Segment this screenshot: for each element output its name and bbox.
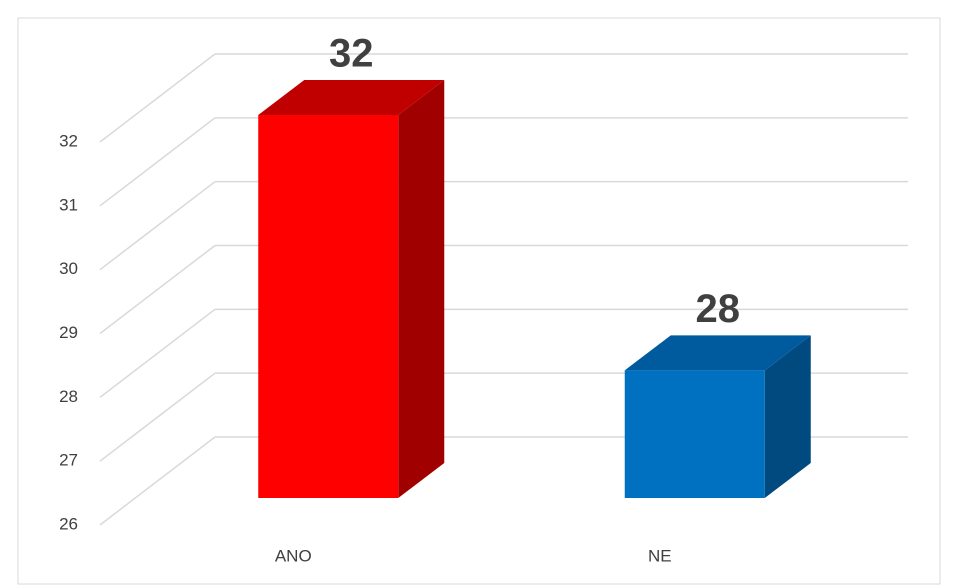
chart-frame bbox=[17, 17, 941, 585]
x-tick-label: ANO bbox=[275, 546, 312, 565]
grid-line bbox=[99, 53, 216, 143]
grid-line bbox=[99, 372, 216, 462]
y-tick-label: 27 bbox=[59, 451, 78, 470]
grid-line bbox=[99, 308, 216, 398]
x-tick-label: NE bbox=[648, 546, 672, 565]
y-tick-label: 31 bbox=[59, 195, 78, 214]
y-tick-label: 28 bbox=[59, 387, 78, 406]
grid-line bbox=[99, 436, 216, 526]
y-tick-label: 30 bbox=[59, 259, 78, 278]
bar-top bbox=[258, 80, 445, 115]
bar-side bbox=[398, 80, 445, 498]
grid-line bbox=[99, 244, 216, 335]
data-label: 28 bbox=[696, 287, 741, 331]
y-tick-label: 29 bbox=[59, 323, 78, 342]
grid-line bbox=[99, 117, 216, 207]
data-label: 32 bbox=[329, 32, 374, 76]
bar-side bbox=[764, 335, 811, 498]
bar bbox=[624, 370, 765, 498]
bar-top bbox=[624, 335, 811, 371]
y-tick-label: 32 bbox=[59, 131, 78, 150]
y-tick-label: 26 bbox=[59, 514, 78, 533]
grid-line bbox=[99, 181, 216, 271]
bar bbox=[258, 115, 399, 498]
